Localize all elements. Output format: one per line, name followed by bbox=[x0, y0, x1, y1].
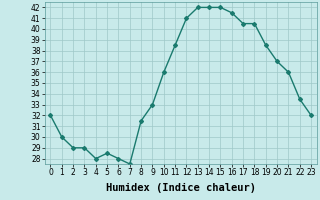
X-axis label: Humidex (Indice chaleur): Humidex (Indice chaleur) bbox=[106, 183, 256, 193]
